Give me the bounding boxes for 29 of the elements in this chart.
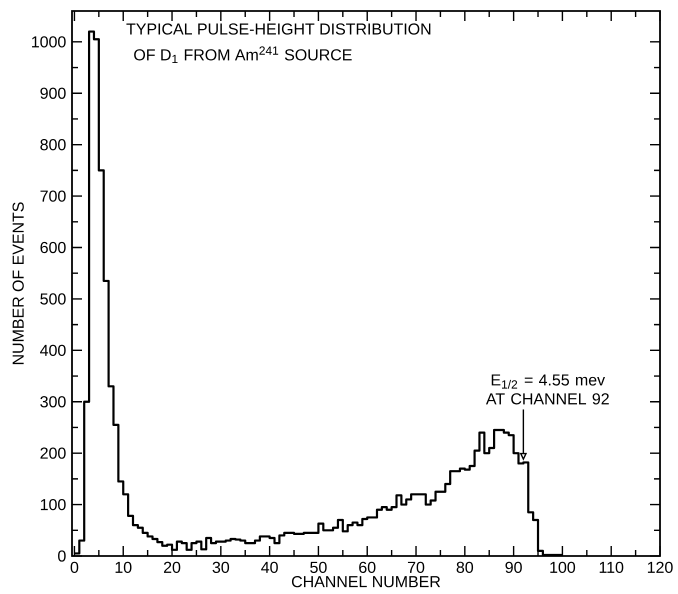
y-tick-label: 300 — [40, 396, 66, 408]
x-tick-label: 20 — [164, 562, 180, 573]
x-tick-label: 70 — [408, 562, 424, 573]
x-tick-label: 80 — [456, 562, 474, 573]
x-tick-label: 90 — [506, 562, 522, 573]
x-tick-label: 60 — [359, 562, 376, 573]
y-tick-label: 800 — [40, 139, 66, 150]
x-tick-label: 0 — [70, 562, 78, 573]
y-tick-label: 100 — [40, 498, 66, 510]
annotation: E$_{1/2}$ = 4.55 mev AT CHANNEL 92 — [486, 374, 609, 404]
x-tick-label: 40 — [261, 562, 278, 573]
text: OF D$_{1}$ FROM Am$^{241}$ SOURCE — [134, 46, 352, 64]
y-tick-label: 600 — [40, 242, 66, 254]
x-tick-label: 30 — [212, 562, 230, 573]
y-tick-label: 0 — [58, 550, 66, 562]
text: TYPICAL PULSE-HEIGHT DISTRIBUTION — [126, 23, 430, 35]
y-tick-label: 500 — [40, 293, 66, 305]
y-tick-label: 1000 — [32, 36, 66, 48]
y-tick-label: 200 — [40, 448, 66, 459]
x-tick-label: 50 — [310, 562, 327, 573]
y-tick-label: 900 — [40, 88, 66, 99]
y-tick-label: 400 — [40, 344, 66, 356]
x-tick-label: 100 — [550, 562, 576, 573]
y-axis-title: NUMBER OF EVENTS — [12, 202, 24, 364]
x-axis-title: CHANNEL NUMBER — [292, 576, 440, 588]
y-tick-label: 700 — [40, 190, 66, 202]
x-tick-label: 110 — [600, 562, 624, 573]
x-tick-label: 10 — [116, 562, 132, 573]
x-tick-label: 120 — [648, 562, 673, 573]
